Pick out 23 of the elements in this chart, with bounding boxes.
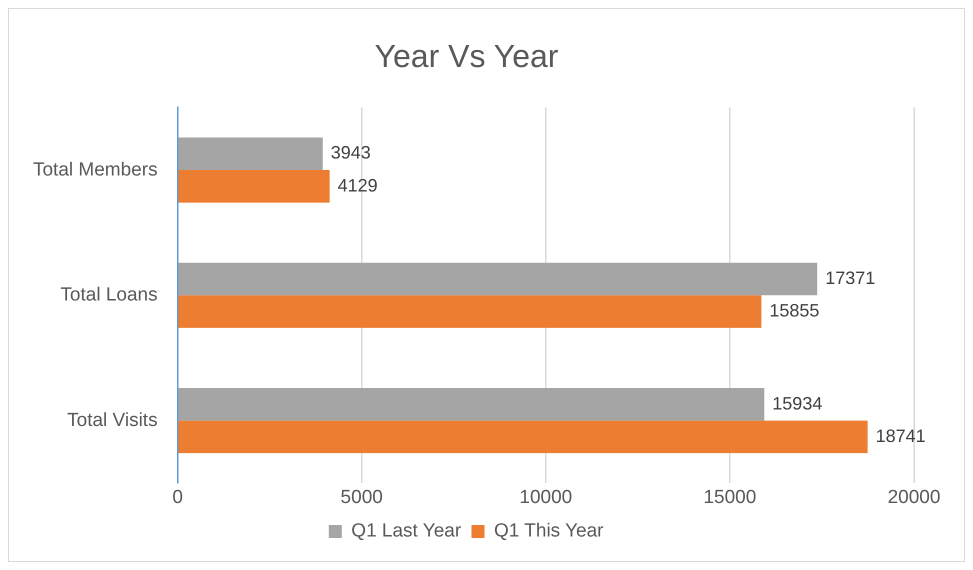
- bar: [178, 388, 764, 421]
- legend-label: Q1 This Year: [494, 520, 604, 542]
- data-label: 15934: [772, 393, 822, 414]
- data-label: 18741: [876, 426, 926, 446]
- data-label: 15855: [769, 300, 820, 321]
- bar: [178, 170, 330, 203]
- data-label: 17371: [825, 268, 876, 288]
- data-label: 3943: [330, 142, 371, 163]
- x-tick-label: 20000: [888, 486, 940, 508]
- chart-title: Year Vs Year: [374, 38, 559, 74]
- legend-label: Q1 Last Year: [351, 520, 462, 542]
- y-tick-label: Total Members: [32, 159, 158, 180]
- bar: [178, 137, 323, 170]
- x-tick-label: 0: [172, 486, 183, 508]
- bar: [178, 295, 762, 328]
- bar: [178, 420, 868, 454]
- y-tick-label: Total Loans: [60, 284, 158, 306]
- x-tick-label: 10000: [519, 486, 572, 508]
- y-tick-label: Total Visits: [67, 410, 158, 431]
- data-label: 4129: [338, 175, 378, 196]
- bar: [178, 262, 818, 296]
- x-tick-label: 15000: [703, 486, 756, 508]
- x-tick-label: 5000: [340, 486, 383, 508]
